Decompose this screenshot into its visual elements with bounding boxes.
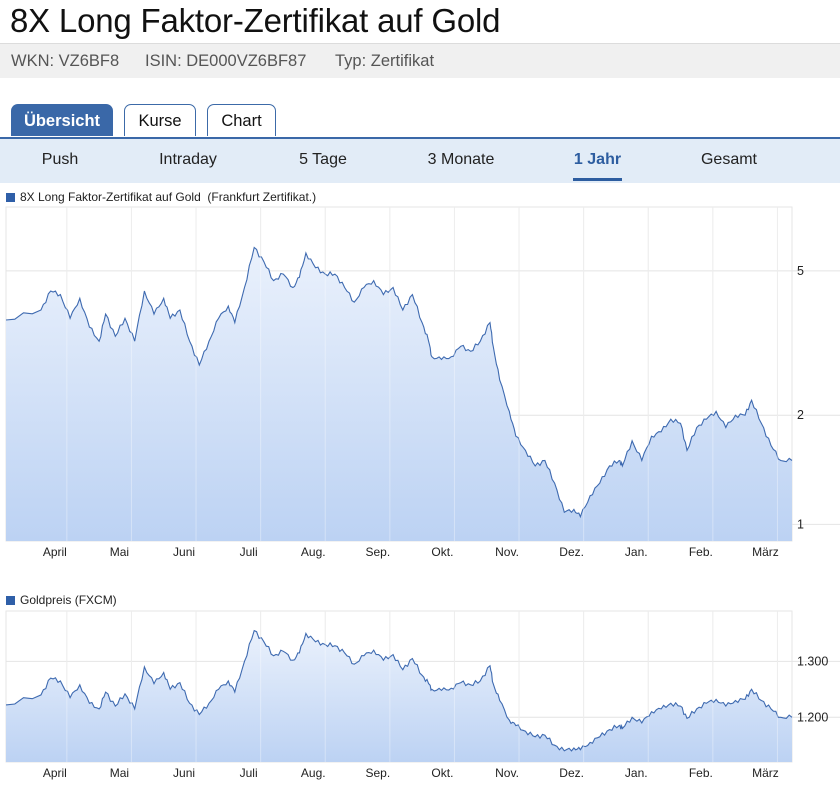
chart2-legend: Goldpreis (FXCM) — [6, 593, 117, 607]
chart1-month-label: Mai — [110, 545, 129, 559]
chart1-legend-swatch — [6, 193, 15, 202]
chart1-certificate-price: April Mai Juni Juli Aug. Sep. Okt. Nov. Dez. Jan.… — [5, 206, 840, 559]
chart1-legend-note: (Frankfurt Zertifikat.) — [207, 190, 317, 204]
chart1-month-label: Juni — [173, 545, 195, 559]
wkn-label: WKN: VZ6BF8 — [11, 52, 120, 70]
type-label: Typ: Zertifikat — [335, 52, 435, 70]
chart1-legend: 8X Long Faktor-Zertifikat auf Gold (Fran… — [6, 190, 316, 204]
chart1-month-label: Nov. — [495, 545, 519, 559]
chart2-month-label: Mai — [110, 766, 129, 780]
chart1-month-label: Aug. — [301, 545, 326, 559]
chart1-legend-label: 8X Long Faktor-Zertifikat auf Gold — [20, 190, 201, 204]
chart2-month-label: Dez. — [559, 766, 584, 780]
chart1-series-area — [6, 247, 792, 541]
chart2-series-line — [5, 629, 793, 752]
security-id-bar: WKN: VZ6BF8 ISIN: DE000VZ6BF87 Typ: Zert… — [0, 43, 840, 78]
chart1-month-label: Okt. — [431, 545, 453, 559]
isin-label: ISIN: DE000VZ6BF87 — [145, 52, 307, 70]
chart1-month-label: Feb. — [689, 545, 713, 559]
chart2-month-label: Okt. — [431, 766, 453, 780]
chart2-month-label: Aug. — [301, 766, 326, 780]
chart2-month-label: April — [43, 766, 67, 780]
chart2-y-tick-label: 1.300 — [797, 654, 828, 668]
range-3-monate[interactable]: 3 Monate — [427, 151, 495, 168]
chart2-series-area — [6, 630, 792, 762]
chart2-month-label: Nov. — [495, 766, 519, 780]
range-intraday[interactable]: Intraday — [159, 151, 217, 168]
time-range-bar: Push Intraday 5 Tage 3 Monate 1 Jahr Ges… — [0, 137, 840, 183]
chart1-month-label: Sep. — [365, 545, 390, 559]
chart2-y-tick-label: 1.200 — [797, 710, 828, 724]
range-gesamt[interactable]: Gesamt — [700, 151, 757, 168]
chart1-month-label: März — [752, 545, 779, 559]
tab-chart[interactable]: Chart — [207, 104, 276, 136]
chart1-month-label: April — [43, 545, 67, 559]
tab-uebersicht[interactable]: Übersicht — [11, 104, 113, 136]
chart2-legend-label: Goldpreis (FXCM) — [20, 593, 117, 607]
chart2-month-label: Juni — [173, 766, 195, 780]
chart2-legend-swatch — [6, 596, 15, 605]
chart1-series-line — [5, 246, 793, 519]
chart1-month-label: Dez. — [559, 545, 584, 559]
chart2-month-label: Feb. — [689, 766, 713, 780]
tab-bar: Übersicht Kurse Chart — [0, 104, 840, 138]
chart1-y-tick-label: 1 — [797, 517, 804, 531]
chart1-month-label: Jan. — [625, 545, 648, 559]
range-1-jahr[interactable]: 1 Jahr — [573, 139, 622, 181]
chart1-month-label: Juli — [240, 545, 258, 559]
chart2-month-label: Sep. — [365, 766, 390, 780]
range-5-tage[interactable]: 5 Tage — [299, 151, 347, 168]
chart2-month-label: Jan. — [625, 766, 648, 780]
chart1-y-tick-label: 5 — [797, 264, 804, 278]
tab-kurse[interactable]: Kurse — [124, 104, 196, 136]
chart1-y-tick-label: 2 — [797, 408, 804, 422]
chart2-gold-price: April Mai Juni Juli Aug. Sep. Okt. Nov. Dez. Jan.… — [5, 610, 840, 780]
chart2-month-label: März — [752, 766, 779, 780]
chart2-month-label: Juli — [240, 766, 258, 780]
range-push[interactable]: Push — [41, 151, 79, 168]
page-title: 8X Long Faktor-Zertifikat auf Gold — [10, 2, 501, 39]
